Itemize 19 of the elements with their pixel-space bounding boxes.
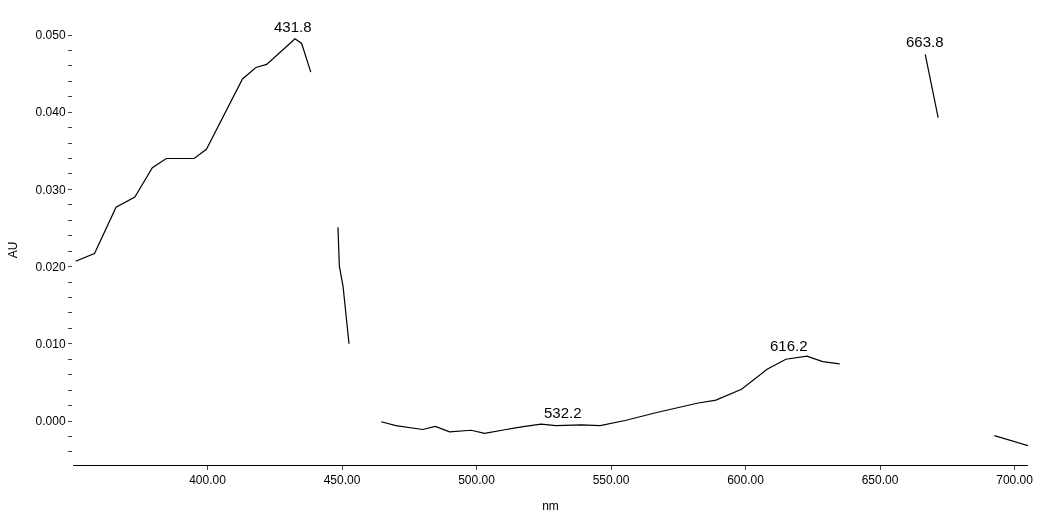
y-tick-label: 0.010 — [35, 337, 66, 351]
y-tick-label: 0.000 — [35, 414, 66, 429]
y-tick-label: 0.040 — [35, 105, 66, 120]
annotation: 532.2 — [544, 404, 582, 421]
x-tick-label: 550.00 — [592, 473, 630, 488]
y-tick-label: 0.020 — [35, 259, 66, 274]
annotation: 616.2 — [770, 337, 808, 354]
x-tick-label: 400.00 — [189, 473, 227, 488]
y-tick-label: 0.050 — [35, 28, 66, 43]
x-tick-label: 500.00 — [458, 473, 496, 488]
annotation: 663.8 — [906, 33, 944, 50]
x-tick-label: 450.00 — [323, 473, 361, 488]
x-tick-label: 600.00 — [727, 473, 765, 488]
x-tick-label: 700.00 — [996, 473, 1034, 488]
y-tick-label: 0.030 — [35, 182, 66, 197]
x-tick-label: 650.00 — [861, 473, 899, 488]
x-axis-title: nm — [542, 499, 559, 514]
annotation: 431.8 — [274, 18, 312, 35]
y-axis-title: AU — [5, 241, 20, 259]
